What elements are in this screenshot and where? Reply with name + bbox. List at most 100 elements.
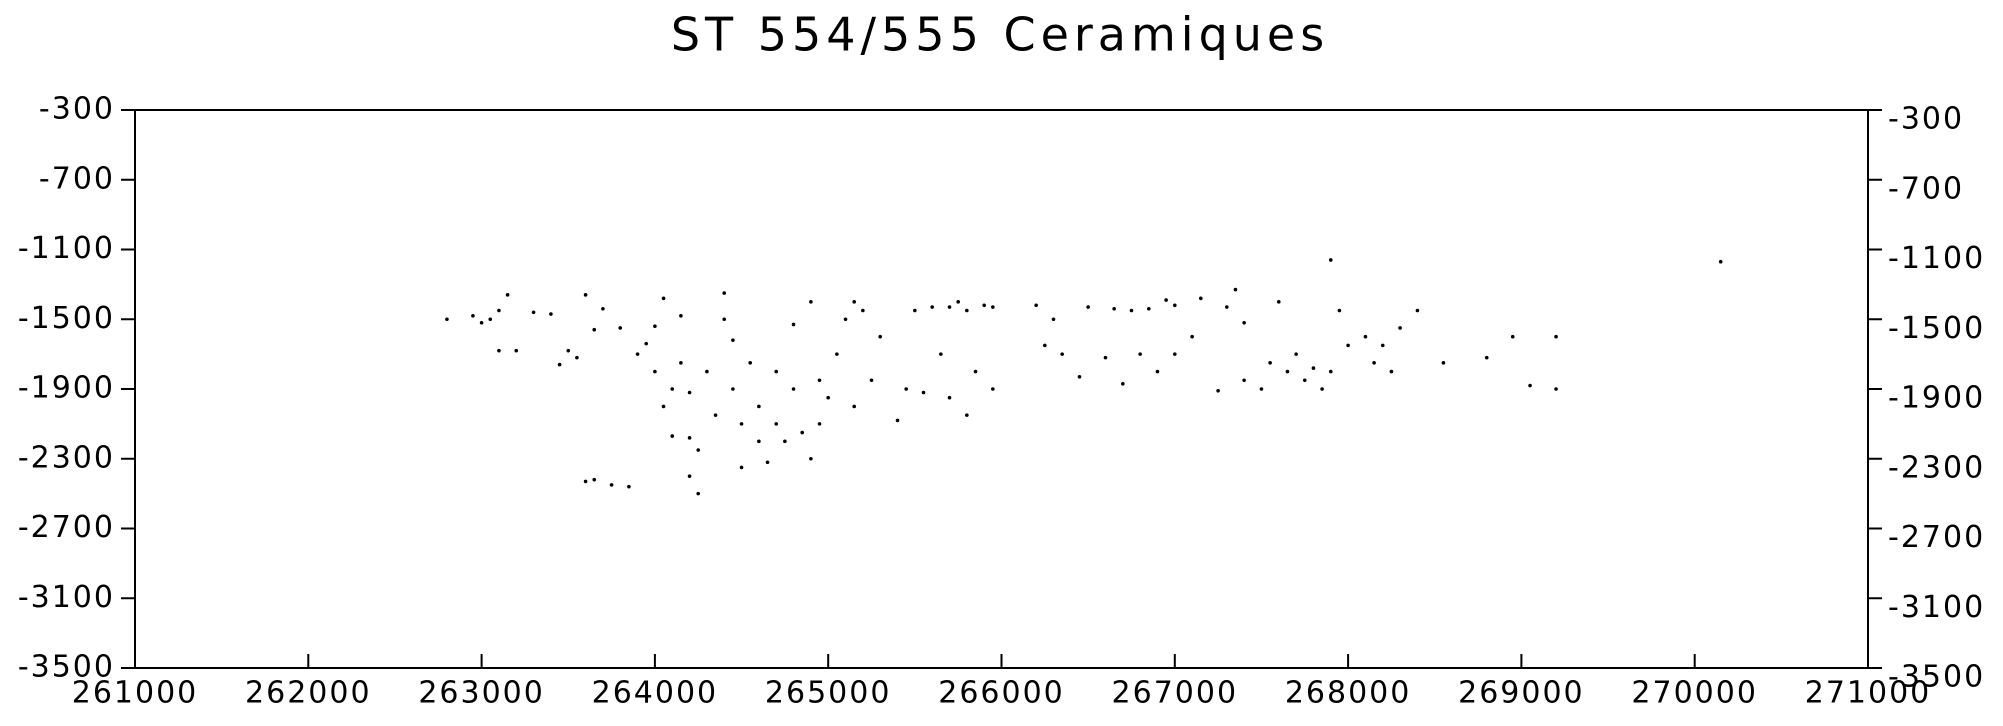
- point: [895, 418, 900, 423]
- point: [679, 313, 683, 318]
- point: [739, 465, 744, 470]
- y-tick-label: -3500: [18, 650, 115, 685]
- y2-tick-label: -2700: [1888, 520, 1985, 555]
- point: [488, 317, 493, 322]
- y2-tick-label: -700: [1888, 171, 1964, 206]
- point: [1510, 334, 1515, 339]
- point: [774, 422, 779, 426]
- point: [514, 348, 519, 353]
- point: [1372, 361, 1376, 365]
- point: [1328, 369, 1333, 374]
- point: [913, 308, 917, 313]
- point: [1268, 361, 1272, 365]
- point: [826, 395, 830, 400]
- x-tick-label: 263000: [418, 676, 545, 711]
- point: [1155, 369, 1160, 374]
- point: [1285, 369, 1290, 374]
- point: [1380, 343, 1385, 348]
- point: [1173, 352, 1177, 356]
- point: [1190, 334, 1194, 339]
- point: [653, 324, 657, 329]
- point: [1164, 298, 1168, 302]
- point: [1129, 308, 1134, 313]
- x-tick-label: 270000: [1631, 676, 1758, 711]
- x-tick-label: 261000: [72, 676, 199, 711]
- point: [1198, 296, 1203, 301]
- point: [1060, 352, 1064, 356]
- point: [687, 390, 692, 395]
- point: [635, 352, 640, 356]
- point: [939, 352, 943, 356]
- point: [722, 291, 727, 295]
- point: [696, 448, 701, 452]
- point: [696, 491, 701, 496]
- point: [791, 387, 796, 391]
- point: [1242, 320, 1246, 325]
- point: [1034, 303, 1038, 308]
- chart-title: ST 554/555 Ceramiques: [671, 8, 1329, 62]
- point: [1043, 343, 1047, 348]
- point: [583, 479, 588, 484]
- point: [705, 369, 709, 374]
- point: [947, 305, 952, 309]
- point: [878, 334, 882, 339]
- point: [679, 361, 683, 365]
- point: [748, 361, 753, 365]
- point: [791, 322, 796, 327]
- point: [1138, 352, 1142, 356]
- point: [991, 387, 995, 391]
- point: [1441, 361, 1446, 365]
- point: [1554, 334, 1558, 339]
- y2-tick-label: -2300: [1888, 450, 1985, 485]
- point: [783, 439, 787, 444]
- point: [1121, 381, 1125, 386]
- point: [965, 413, 969, 417]
- point: [835, 352, 839, 356]
- point: [618, 326, 623, 330]
- point: [861, 308, 865, 313]
- point: [1311, 366, 1316, 370]
- y-tick-label: -1900: [18, 371, 115, 406]
- point: [973, 369, 978, 374]
- point: [930, 305, 934, 309]
- x-tick-label: 271000: [1805, 676, 1932, 711]
- point: [965, 308, 969, 313]
- point: [670, 434, 675, 438]
- point: [661, 296, 666, 301]
- point: [852, 300, 856, 304]
- x-tick-label: 264000: [592, 676, 719, 711]
- point: [774, 369, 779, 374]
- point: [1528, 383, 1532, 388]
- point: [921, 390, 926, 395]
- point: [1337, 308, 1342, 313]
- point: [800, 430, 805, 435]
- point: [445, 317, 449, 322]
- point: [1484, 355, 1489, 360]
- point: [479, 320, 484, 325]
- point: [731, 338, 735, 342]
- point: [549, 312, 553, 316]
- point: [1398, 326, 1402, 330]
- point: [739, 422, 744, 426]
- point: [904, 387, 908, 391]
- point: [869, 378, 874, 383]
- plot-frame: [134, 109, 1869, 669]
- point: [497, 308, 501, 313]
- point: [722, 317, 727, 322]
- point: [843, 317, 848, 322]
- y-tick-label: -300: [39, 92, 115, 127]
- point: [1224, 305, 1229, 309]
- y-tick-label: -1500: [18, 301, 115, 336]
- point: [1320, 387, 1324, 391]
- point: [765, 460, 770, 465]
- point: [644, 341, 649, 346]
- point: [1415, 308, 1420, 313]
- point: [1051, 317, 1056, 322]
- point: [757, 404, 761, 409]
- y-tick-label: -3100: [18, 580, 115, 615]
- y2-tick-label: -1100: [1888, 241, 1985, 276]
- point: [566, 348, 571, 353]
- point: [809, 456, 813, 461]
- x-tick-label: 262000: [245, 676, 372, 711]
- y2-tick-label: -3500: [1888, 660, 1985, 695]
